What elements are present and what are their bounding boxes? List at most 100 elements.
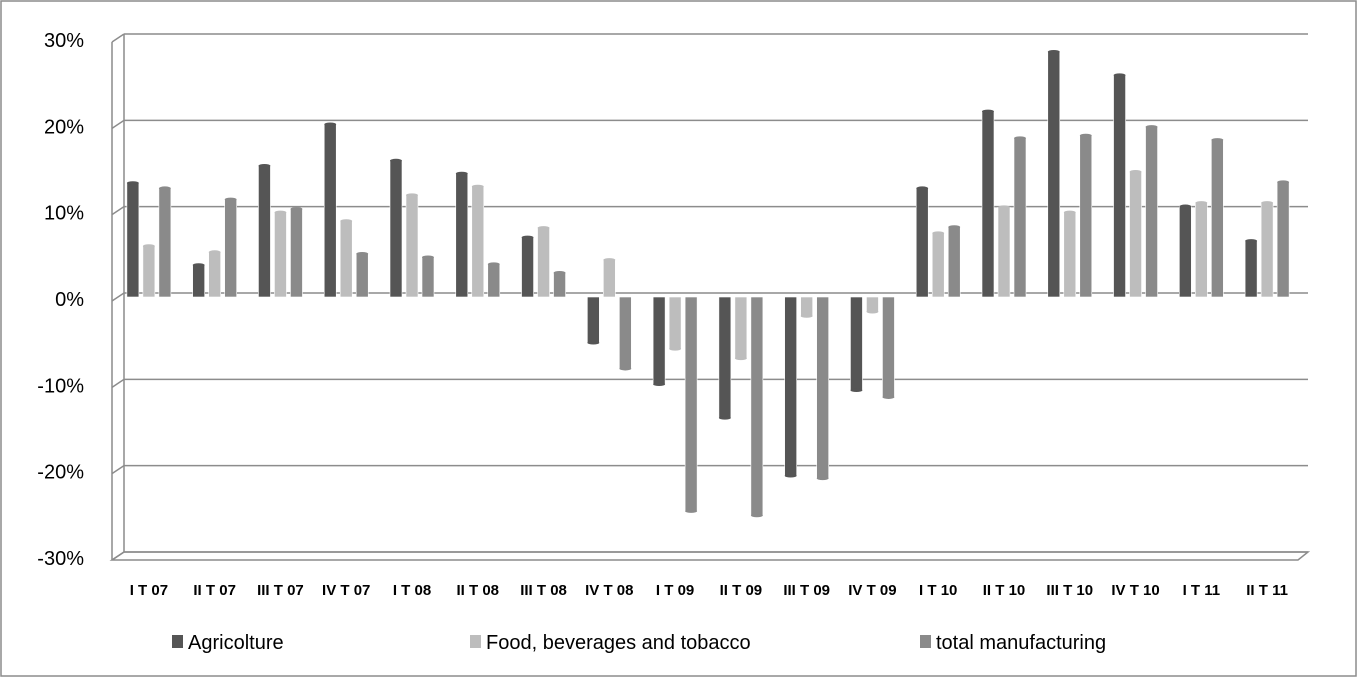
legend-item: Food, beverages and tobacco xyxy=(470,632,751,654)
legend-item: total manufacturing xyxy=(920,632,1106,654)
bar-food xyxy=(931,231,945,298)
bar-total xyxy=(1013,136,1027,298)
bar xyxy=(1179,206,1192,298)
y-tick-label: -30% xyxy=(37,548,84,570)
x-tick-label: III T 09 xyxy=(783,582,830,599)
bar-cap xyxy=(1179,204,1192,209)
bar-cap xyxy=(750,513,763,518)
bar-agricolture xyxy=(126,181,140,298)
bar-food xyxy=(1063,210,1077,298)
x-tick-label: II T 10 xyxy=(983,582,1026,599)
bar-total xyxy=(355,252,369,298)
bar xyxy=(931,232,945,298)
bar-total xyxy=(290,207,303,298)
bar xyxy=(1211,139,1224,298)
bar-cap xyxy=(800,314,813,318)
bar xyxy=(915,187,929,298)
bar-food xyxy=(800,296,813,318)
y-tick-label: 20% xyxy=(44,116,84,138)
bar-agricolture xyxy=(652,296,666,386)
bar-cap xyxy=(224,197,237,202)
bar-cap xyxy=(1195,201,1208,205)
y-tick-label: -20% xyxy=(37,462,84,484)
legend-swatch xyxy=(920,635,931,648)
bar-agricolture xyxy=(192,263,205,298)
bar-cap xyxy=(587,340,600,345)
bar-cap xyxy=(718,416,731,420)
bar-cap xyxy=(274,210,287,215)
bar xyxy=(587,296,600,344)
bar-food xyxy=(997,205,1011,298)
gridline-slant xyxy=(111,33,125,43)
bar-agricolture xyxy=(1047,50,1061,298)
bar-cap xyxy=(142,244,155,248)
bar-total xyxy=(421,255,435,298)
bar-cap xyxy=(1145,125,1158,129)
bar xyxy=(750,296,764,516)
bar xyxy=(1260,202,1274,298)
bar-agricolture xyxy=(981,109,995,298)
bar-cap xyxy=(603,258,616,262)
bar xyxy=(718,296,732,419)
bar xyxy=(684,296,698,512)
bar-agricolture xyxy=(521,235,534,298)
x-tick-label: IV T 09 xyxy=(848,582,896,599)
bar-cap xyxy=(1113,73,1126,77)
bar-food xyxy=(1195,201,1208,298)
x-tick-label: IV T 08 xyxy=(585,582,633,599)
bar-cap xyxy=(932,231,945,235)
x-axis: I T 07 II T 07 III T 07 IV T 07 I T 08 II T 0… xyxy=(130,582,1288,599)
y-tick-label: 0% xyxy=(55,289,84,311)
bar-food xyxy=(603,258,616,298)
bar-cap xyxy=(126,181,139,185)
bar-agricolture xyxy=(323,122,337,298)
bar-cap xyxy=(653,382,666,386)
bar-cap xyxy=(816,476,829,481)
bar xyxy=(734,296,748,359)
bar xyxy=(323,124,337,298)
bar-agricolture xyxy=(850,296,863,393)
x-tick-label: I T 11 xyxy=(1183,582,1221,599)
gridline-slant xyxy=(111,119,125,129)
bar-total xyxy=(882,296,895,399)
y-axis: 30% 20% 10% 0% -10% -20% -30% xyxy=(37,30,125,570)
bar-food xyxy=(142,244,156,298)
bar xyxy=(471,186,485,298)
bar xyxy=(947,226,961,298)
bar-cap xyxy=(553,271,566,275)
bar xyxy=(274,212,287,298)
bar xyxy=(1013,137,1027,298)
bar xyxy=(389,160,403,298)
bar-cap xyxy=(850,388,863,393)
bar xyxy=(553,272,566,298)
bar-food xyxy=(734,296,748,361)
bar xyxy=(126,182,140,298)
x-tick-label: II T 07 xyxy=(193,582,236,599)
bar-cap xyxy=(406,193,418,197)
bar-cap xyxy=(471,184,484,189)
bar-agricolture xyxy=(1244,239,1258,298)
bar-agricolture xyxy=(389,158,403,298)
bar xyxy=(1195,202,1208,298)
bar xyxy=(521,237,534,298)
bar-cap xyxy=(158,186,171,191)
bar-cap xyxy=(1079,133,1092,138)
bar-agricolture xyxy=(915,186,929,298)
gridline-slant xyxy=(111,378,125,388)
bar xyxy=(1244,240,1258,298)
bar xyxy=(816,296,829,479)
bar-cap xyxy=(784,473,797,478)
bar-agricolture xyxy=(1179,204,1192,298)
bar xyxy=(1079,135,1093,298)
bar-cap xyxy=(258,163,271,168)
legend-swatch xyxy=(172,635,183,648)
bar xyxy=(192,264,205,298)
bar xyxy=(421,256,435,298)
bar xyxy=(224,199,237,298)
x-tick-label: IV T 10 xyxy=(1111,582,1159,599)
bar-agricolture xyxy=(1113,73,1126,298)
bar-food xyxy=(471,184,485,298)
bar-cap xyxy=(882,395,895,399)
chart-floor xyxy=(109,551,1311,561)
